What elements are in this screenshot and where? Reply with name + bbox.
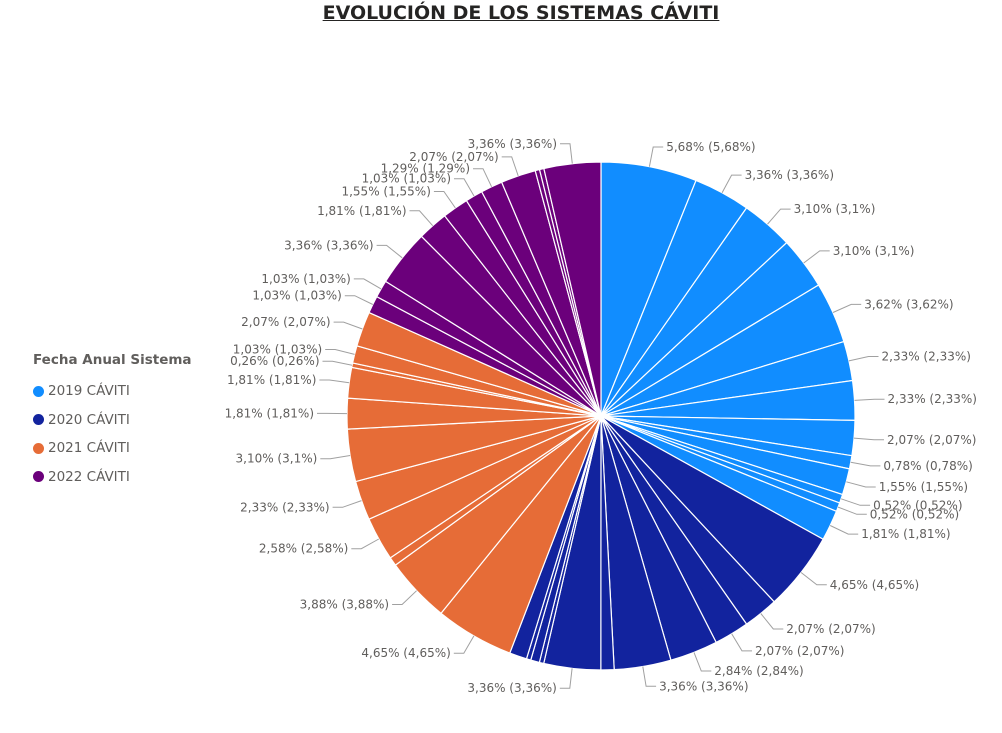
slice-data-label: 2,33% (2,33%)	[240, 500, 329, 514]
slice-data-label: 4,65% (4,65%)	[361, 646, 450, 660]
slice-data-label: 3,36% (3,36%)	[468, 137, 557, 151]
label-leader-line	[760, 613, 784, 630]
slice-data-label: 3,36% (3,36%)	[467, 681, 556, 695]
legend-swatch-2022	[33, 471, 44, 483]
slice-data-label: 2,07% (2,07%)	[409, 150, 498, 164]
label-leader-line	[501, 156, 519, 177]
legend-label-2020: 2020 CÁVITI	[48, 411, 130, 428]
label-leader-line	[850, 461, 881, 467]
slice-data-label: 2,07% (2,07%)	[786, 622, 875, 636]
label-leader-line	[332, 500, 362, 508]
slice-data-label: 2,07% (2,07%)	[241, 315, 330, 329]
label-leader-line	[409, 210, 434, 227]
label-leader-line	[648, 146, 664, 167]
slice-data-label: 2,07% (2,07%)	[755, 644, 844, 658]
label-leader-line	[473, 168, 493, 188]
label-leader-line	[854, 398, 885, 401]
legend-title: Fecha Anual Sistema	[33, 352, 192, 368]
slice-data-label: 0,78% (0,78%)	[883, 459, 972, 473]
slice-data-label: 5,68% (5,68%)	[666, 140, 755, 154]
slice-data-label: 1,29% (1,29%)	[381, 162, 470, 176]
label-leader-line	[800, 572, 827, 586]
chart-title: EVOLUCIÓN DE LOS SISTEMAS CÁVITI	[322, 2, 720, 24]
label-leader-line	[837, 506, 867, 515]
label-leader-line	[333, 321, 363, 330]
label-leader-line	[454, 178, 475, 197]
legend-swatch-2019	[33, 385, 44, 397]
legend-swatch-2021	[33, 442, 44, 454]
label-leader-line	[353, 278, 382, 290]
slice-data-label: 1,03% (1,03%)	[362, 172, 451, 186]
slice-data-label: 3,10% (3,1%)	[833, 244, 915, 258]
label-leader-line	[832, 303, 862, 313]
slice-data-label: 3,10% (3,1%)	[236, 452, 318, 466]
slice-data-label: 0,52% (0,52%)	[873, 498, 962, 512]
slice-data-label: 3,36% (3,36%)	[284, 238, 373, 252]
label-leader-line	[853, 437, 884, 441]
slice-data-label: 2,84% (2,84%)	[714, 664, 803, 678]
label-leader-line	[325, 349, 355, 355]
slice-data-label: 1,81% (1,81%)	[227, 373, 316, 387]
legend-label-2021: 2021 CÁVITI	[48, 440, 130, 457]
label-leader-line	[829, 525, 859, 535]
slice-data-label: 2,33% (2,33%)	[888, 392, 977, 406]
legend: Fecha Anual Sistema 2019 CÁVITI 2020 CÁV…	[33, 352, 192, 491]
label-leader-line	[731, 633, 752, 652]
slice-data-label: 3,36% (3,36%)	[659, 679, 748, 693]
slice-data-label: 0,26% (0,26%)	[230, 354, 319, 368]
label-leader-line	[319, 379, 350, 384]
slice-data-label: 0,52% (0,52%)	[870, 507, 959, 521]
slice-data-label: 1,81% (1,81%)	[225, 406, 314, 420]
slice-data-label: 1,03% (1,03%)	[252, 289, 341, 303]
legend-item-2019[interactable]: 2019 CÁVITI	[33, 377, 192, 406]
slice-data-label: 1,03% (1,03%)	[233, 343, 322, 357]
label-leader-line	[767, 208, 791, 225]
legend-item-2020[interactable]: 2020 CÁVITI	[33, 406, 192, 435]
slice-data-label: 4,65% (4,65%)	[830, 578, 919, 592]
legend-item-2021[interactable]: 2021 CÁVITI	[33, 434, 192, 463]
label-leader-line	[693, 652, 712, 672]
slice-data-label: 3,10% (3,1%)	[794, 202, 876, 216]
label-leader-line	[642, 666, 657, 687]
slice-data-label: 1,03% (1,03%)	[261, 272, 350, 286]
slice-data-label: 3,62% (3,62%)	[864, 297, 953, 311]
label-leader-line	[376, 244, 403, 259]
slice-data-label: 3,88% (3,88%)	[300, 598, 389, 612]
slice-data-label: 1,55% (1,55%)	[879, 480, 968, 494]
label-leader-line	[433, 191, 456, 209]
slice-data-label: 2,07% (2,07%)	[887, 433, 976, 447]
legend-label-2019: 2019 CÁVITI	[48, 383, 130, 400]
label-leader-line	[560, 143, 573, 164]
label-leader-line	[351, 538, 380, 550]
label-leader-line	[846, 481, 876, 488]
slice-data-label: 1,55% (1,55%)	[341, 185, 430, 199]
label-leader-line	[322, 360, 353, 366]
legend-label-2022: 2022 CÁVITI	[48, 468, 130, 485]
label-leader-line	[848, 356, 879, 362]
label-leader-line	[559, 668, 573, 689]
slice-data-label: 3,36% (3,36%)	[745, 168, 834, 182]
slice-data-label: 1,81% (1,81%)	[861, 527, 950, 541]
label-leader-line	[320, 455, 351, 460]
label-leader-line	[344, 295, 374, 305]
label-leader-line	[392, 590, 417, 605]
label-leader-line	[840, 498, 871, 506]
label-leader-line	[453, 635, 475, 654]
slice-data-label: 1,81% (1,81%)	[317, 204, 406, 218]
slice-data-label: 2,33% (2,33%)	[882, 350, 971, 364]
slice-data-label: 2,58% (2,58%)	[259, 542, 348, 556]
label-leader-line	[803, 250, 830, 264]
legend-swatch-2020	[33, 414, 44, 426]
legend-item-2022[interactable]: 2022 CÁVITI	[33, 463, 192, 492]
label-leader-line	[721, 174, 742, 193]
pie-slice[interactable]	[543, 161, 602, 417]
